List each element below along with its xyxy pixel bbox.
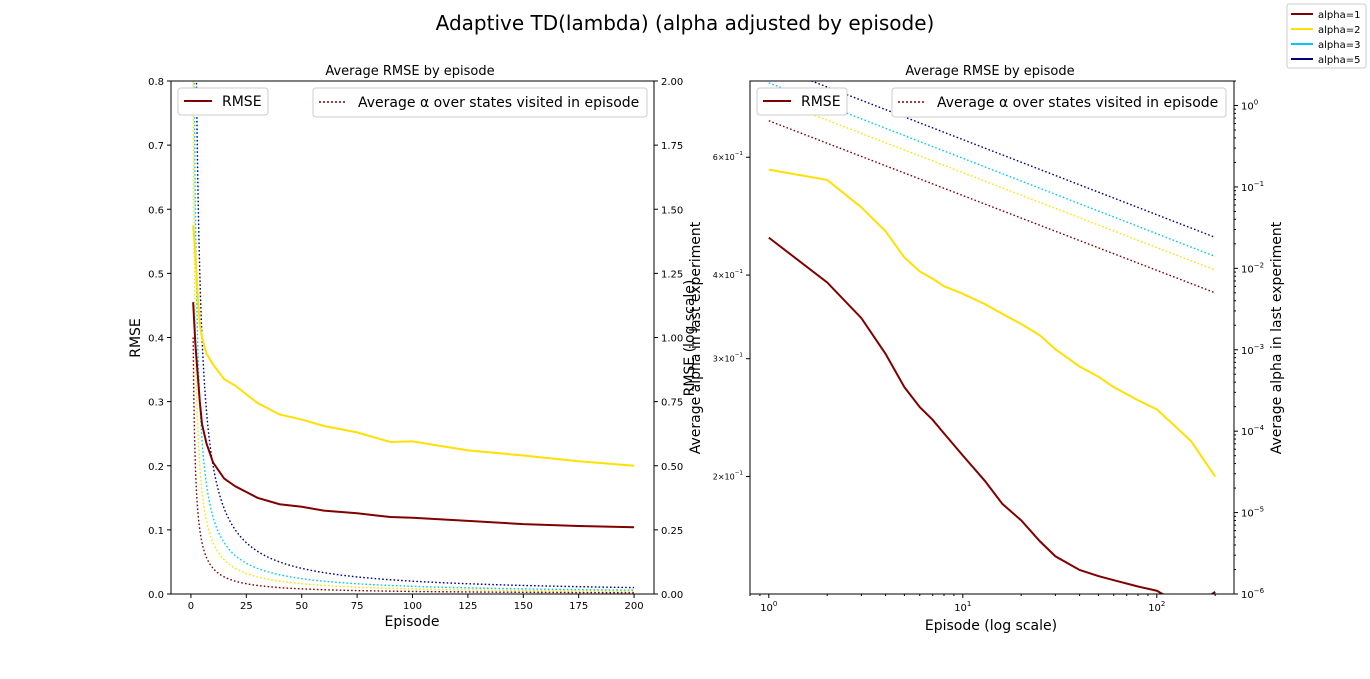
- left-y2-axis-label: Average alpha in last experiment: [688, 221, 704, 454]
- alpha-series-alpha=3: [193, 81, 635, 591]
- left-legend-alpha: Average α over states visited in episode: [312, 87, 648, 118]
- y-tick-label: 0.6: [148, 205, 164, 216]
- y2-tick-label: 1.00: [661, 334, 683, 345]
- x-tick-label: 50: [295, 601, 308, 612]
- x-tick-label: 0: [188, 601, 194, 612]
- y2-tick-label: 10−2: [1241, 261, 1264, 275]
- y-tick-label: 0.0: [148, 590, 164, 601]
- x-tick-label: 75: [351, 601, 364, 612]
- alpha-series-alpha=2: [768, 96, 1216, 271]
- y2-tick-label: 2.00: [661, 77, 683, 88]
- x-tick-label: 101: [954, 600, 971, 614]
- y2-tick-label: 0.75: [661, 398, 683, 409]
- rmse-series-alpha=1: [192, 302, 635, 529]
- y-tick-label: 0.8: [148, 77, 164, 88]
- figure-legend-label: alpha=1: [1318, 10, 1360, 21]
- left-x-axis-label: Episode: [385, 614, 440, 630]
- y2-tick-label: 0.50: [661, 462, 683, 473]
- y-tick-label: 0.5: [148, 269, 164, 280]
- figure-legend-label: alpha=5: [1318, 55, 1360, 66]
- left-panel: Average RMSE by episode 0 25 50 75 100 125 150…: [128, 64, 704, 630]
- x-tick-label: 100: [760, 600, 777, 614]
- right-y-axis-label: RMSE (log scale): [682, 280, 698, 397]
- rmse-series-alpha=2: [768, 168, 1217, 478]
- y2-tick-label: 10−4: [1241, 424, 1265, 438]
- x-tick-label: 100: [403, 601, 422, 612]
- x-tick-label: 175: [569, 601, 588, 612]
- rmse-series-alpha=1: [768, 236, 1216, 594]
- figure-legend: alpha=1 alpha=2 alpha=3 alpha=5: [1286, 3, 1367, 69]
- y-tick-label: 0.3: [148, 398, 164, 409]
- y-tick-label: 6×10−1: [713, 151, 744, 162]
- x-tick-label: 125: [458, 601, 477, 612]
- left-panel-title: Average RMSE by episode: [325, 64, 494, 79]
- x-tick-label: 200: [625, 601, 644, 612]
- y2-tick-label: 10−1: [1241, 180, 1264, 194]
- left-legend-alpha-label: Average α over states visited in episode: [358, 95, 639, 111]
- y2-tick-label: 0.00: [661, 590, 683, 601]
- figure-title: Adaptive TD(lambda) (alpha adjusted by e…: [436, 11, 935, 35]
- right-legend-rmse: RMSE: [756, 87, 848, 116]
- y-tick-label: 2×10−1: [713, 471, 744, 482]
- right-x-axis-label: Episode (log scale): [925, 618, 1057, 634]
- y-tick-label: 3×10−1: [713, 353, 744, 364]
- y-tick-label: 0.4: [148, 334, 164, 345]
- alpha-series-alpha=1: [768, 120, 1216, 294]
- x-tick-label: 150: [514, 601, 533, 612]
- y2-tick-label: 10−5: [1241, 506, 1264, 520]
- y-tick-label: 4×10−1: [713, 269, 744, 280]
- alpha-series-alpha=2: [192, 81, 635, 593]
- right-panel-title: Average RMSE by episode: [905, 64, 1074, 79]
- right-plot-frame: [749, 80, 1235, 595]
- y2-tick-label: 10−6: [1241, 587, 1265, 601]
- y-tick-label: 0.7: [148, 141, 164, 152]
- x-tick-label: 102: [1148, 600, 1165, 614]
- y2-tick-label: 1.25: [661, 269, 683, 280]
- rmse-series-alpha=2: [192, 225, 635, 467]
- right-legend-rmse-label: RMSE: [801, 94, 841, 110]
- right-legend-alpha-label: Average α over states visited in episode: [937, 95, 1218, 111]
- left-legend-rmse: RMSE: [177, 87, 269, 116]
- x-tick-label: 25: [240, 601, 253, 612]
- figure-legend-label: alpha=2: [1318, 25, 1360, 36]
- right-y2-axis-label: Average alpha in last experiment: [1269, 221, 1285, 454]
- y2-tick-label: 10−3: [1241, 343, 1264, 357]
- left-legend-rmse-label: RMSE: [222, 94, 262, 110]
- right-legend-alpha: Average α over states visited in episode: [891, 87, 1227, 118]
- right-panel: Average RMSE by episode 100 101 102 2×10−1…: [682, 64, 1285, 634]
- y-tick-label: 0.2: [148, 462, 164, 473]
- y2-tick-label: 1.50: [661, 205, 683, 216]
- alpha-series-alpha=1: [192, 337, 635, 594]
- y2-tick-label: 1.75: [661, 141, 683, 152]
- y2-tick-label: 0.25: [661, 526, 683, 537]
- left-y-axis-label: RMSE: [128, 318, 144, 358]
- y-tick-label: 0.1: [148, 526, 164, 537]
- figure-legend-label: alpha=3: [1318, 40, 1360, 51]
- y2-tick-label: 100: [1241, 99, 1258, 113]
